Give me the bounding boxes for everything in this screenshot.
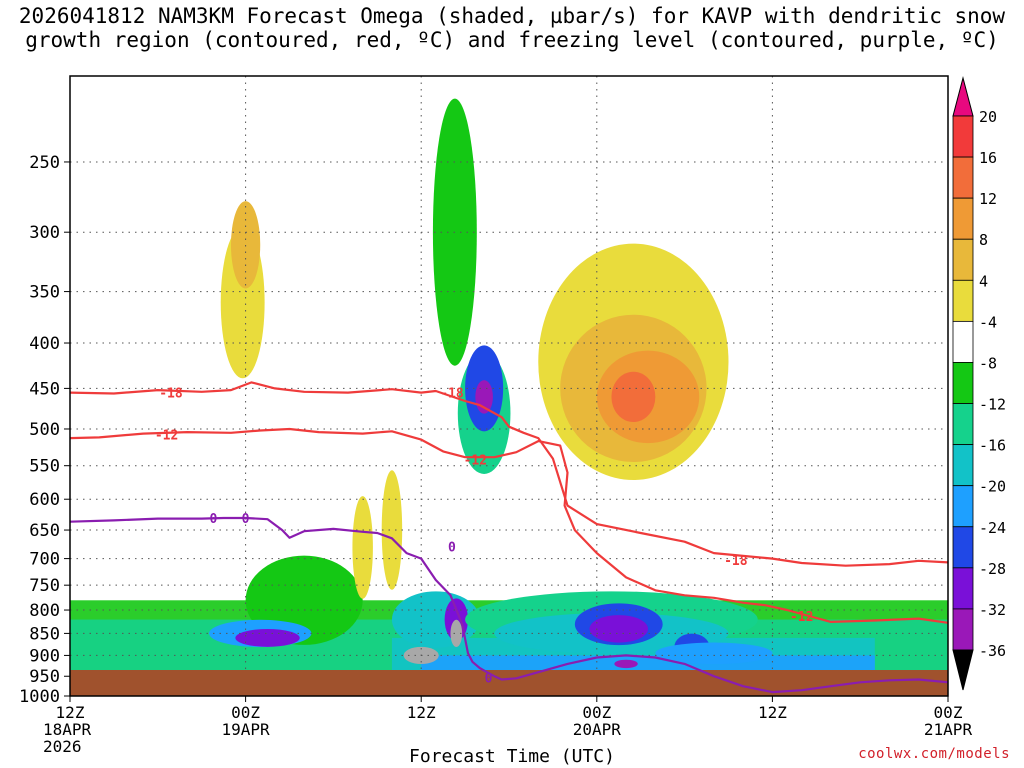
title-line-1: 2026041812 NAM3KM Forecast Omega (shaded… — [18, 4, 1006, 28]
chart-title: 2026041812 NAM3KM Forecast Omega (shaded… — [0, 4, 1024, 52]
omega-cell-15 — [381, 470, 403, 590]
omega-cell-14 — [352, 496, 373, 599]
colorbar-label-4: 4 — [979, 272, 988, 290]
x-tick-label-1-1: 19APR — [222, 720, 271, 739]
contour-label-6: 0 — [209, 512, 217, 527]
credit-text: coolwx.com/models — [858, 746, 1010, 762]
y-tick-label-600: 600 — [29, 490, 60, 510]
plot-frame — [69, 75, 949, 697]
y-tick-label-650: 650 — [29, 521, 60, 541]
colorbar-label-5: -4 — [979, 313, 997, 331]
y-tick-label-250: 250 — [29, 153, 60, 173]
colorbar-label-8: -16 — [979, 437, 1006, 455]
contour-label-8: 0 — [485, 671, 493, 686]
omega-cell-10 — [611, 371, 656, 423]
omega-cell-1 — [230, 201, 261, 289]
x-tick-label-3-0: 00Z — [582, 703, 611, 722]
colorbar-label-12: -32 — [979, 601, 1006, 619]
x-axis-label: Forecast Time (UTC) — [409, 746, 615, 767]
contour-label-2: -18 — [724, 554, 748, 569]
contour-label-3: -12 — [155, 428, 178, 443]
colorbar-segment-5 — [952, 320, 974, 363]
colorbar-label-3: 8 — [979, 231, 988, 249]
omega-cell-23 — [589, 615, 649, 643]
y-tick-label-750: 750 — [29, 576, 60, 596]
y-tick-label-800: 800 — [29, 601, 60, 621]
x-tick-label-4-0: 12Z — [758, 703, 787, 722]
contour-0-2 — [70, 516, 948, 694]
colorbar-segment-3 — [952, 238, 974, 281]
y-tick-label-450: 450 — [29, 379, 60, 399]
omega-cell-13 — [235, 628, 300, 647]
colorbar-label-13: -36 — [979, 642, 1006, 660]
omega-cell-26 — [655, 642, 773, 665]
contour-layer — [70, 381, 948, 694]
y-tick-label-1000: 1000 — [19, 687, 60, 707]
contour-label-0: -18 — [159, 387, 183, 402]
colorbar-label-0: 20 — [979, 108, 997, 126]
contour-label-4: -12 — [464, 453, 487, 468]
colorbar-segment-4 — [952, 279, 974, 322]
contour-labels: -18 -18 -18 -12 -12 -12 0 0 0 0 — [155, 387, 814, 687]
y-tick-label-950: 950 — [29, 667, 60, 687]
colorbar-label-2: 12 — [979, 190, 997, 208]
y-tick-label-700: 700 — [29, 550, 60, 570]
y-tick-label-550: 550 — [29, 457, 60, 477]
colorbar-segment-6 — [952, 362, 974, 404]
colorbar-segment-9 — [952, 485, 974, 528]
colorbar-segment-1 — [952, 156, 974, 199]
colorbar-segment-11 — [952, 567, 974, 610]
colorbar-label-9: -20 — [979, 478, 1006, 496]
x-tick-label-5-0: 00Z — [934, 703, 963, 722]
x-tick-label-0-0: 12Z — [56, 703, 85, 722]
y-tick-label-350: 350 — [29, 283, 60, 303]
colorbar-label-1: 16 — [979, 149, 997, 167]
x-tick-label-5-1: 21APR — [924, 720, 973, 739]
colorbar-segment-7 — [952, 403, 974, 446]
y-tick-label-850: 850 — [29, 624, 60, 644]
colorbar-segment-12 — [952, 608, 974, 651]
omega-cell-19 — [450, 619, 463, 647]
colorbar-label-6: -8 — [979, 354, 997, 372]
colorbar-top-arrow — [952, 76, 974, 117]
x-tick-label-0-2: 2026 — [43, 737, 82, 756]
omega-cells-layer — [84, 86, 773, 685]
x-tick-label-0-1: 18APR — [43, 720, 92, 739]
colorbar-segment-8 — [952, 444, 974, 487]
below-ground-layer — [70, 670, 948, 696]
contour-label-9: 0 — [242, 512, 250, 527]
omega-cell-24 — [614, 659, 638, 669]
y-tick-label-900: 900 — [29, 646, 60, 666]
below-ground-fill — [70, 670, 948, 696]
colorbar-segment-0 — [952, 115, 974, 158]
colorbar-segment-2 — [952, 197, 974, 240]
y-tick-label-500: 500 — [29, 420, 60, 440]
y-axis: 2503003504004505005506006507007508008509… — [19, 153, 70, 707]
x-tick-label-2-0: 12Z — [407, 703, 436, 722]
contour--18-0 — [70, 381, 948, 567]
contour-label-7: 0 — [448, 540, 456, 555]
y-tick-label-400: 400 — [29, 334, 60, 354]
contour-label-5: -12 — [790, 610, 813, 625]
contour-label-1: -18 — [440, 387, 464, 402]
colorbar-label-11: -28 — [979, 560, 1006, 578]
colorbar: 20 16 12 8 4 -4 -8 -12 -16 -20 -24 -28 -32 -36 — [952, 76, 1006, 691]
y-tick-label-300: 300 — [29, 223, 60, 243]
title-line-2: growth region (contoured, red, ºC) and f… — [25, 28, 999, 52]
colorbar-bottom-arrow — [952, 649, 974, 691]
omega-cell-18 — [444, 598, 469, 641]
colorbar-segment-10 — [952, 526, 974, 569]
colorbar-label-7: -12 — [979, 396, 1006, 414]
x-tick-label-1-0: 00Z — [231, 703, 260, 722]
x-tick-label-3-1: 20APR — [573, 720, 622, 739]
colorbar-label-10: -24 — [979, 519, 1006, 537]
contour--12-1 — [70, 427, 948, 624]
